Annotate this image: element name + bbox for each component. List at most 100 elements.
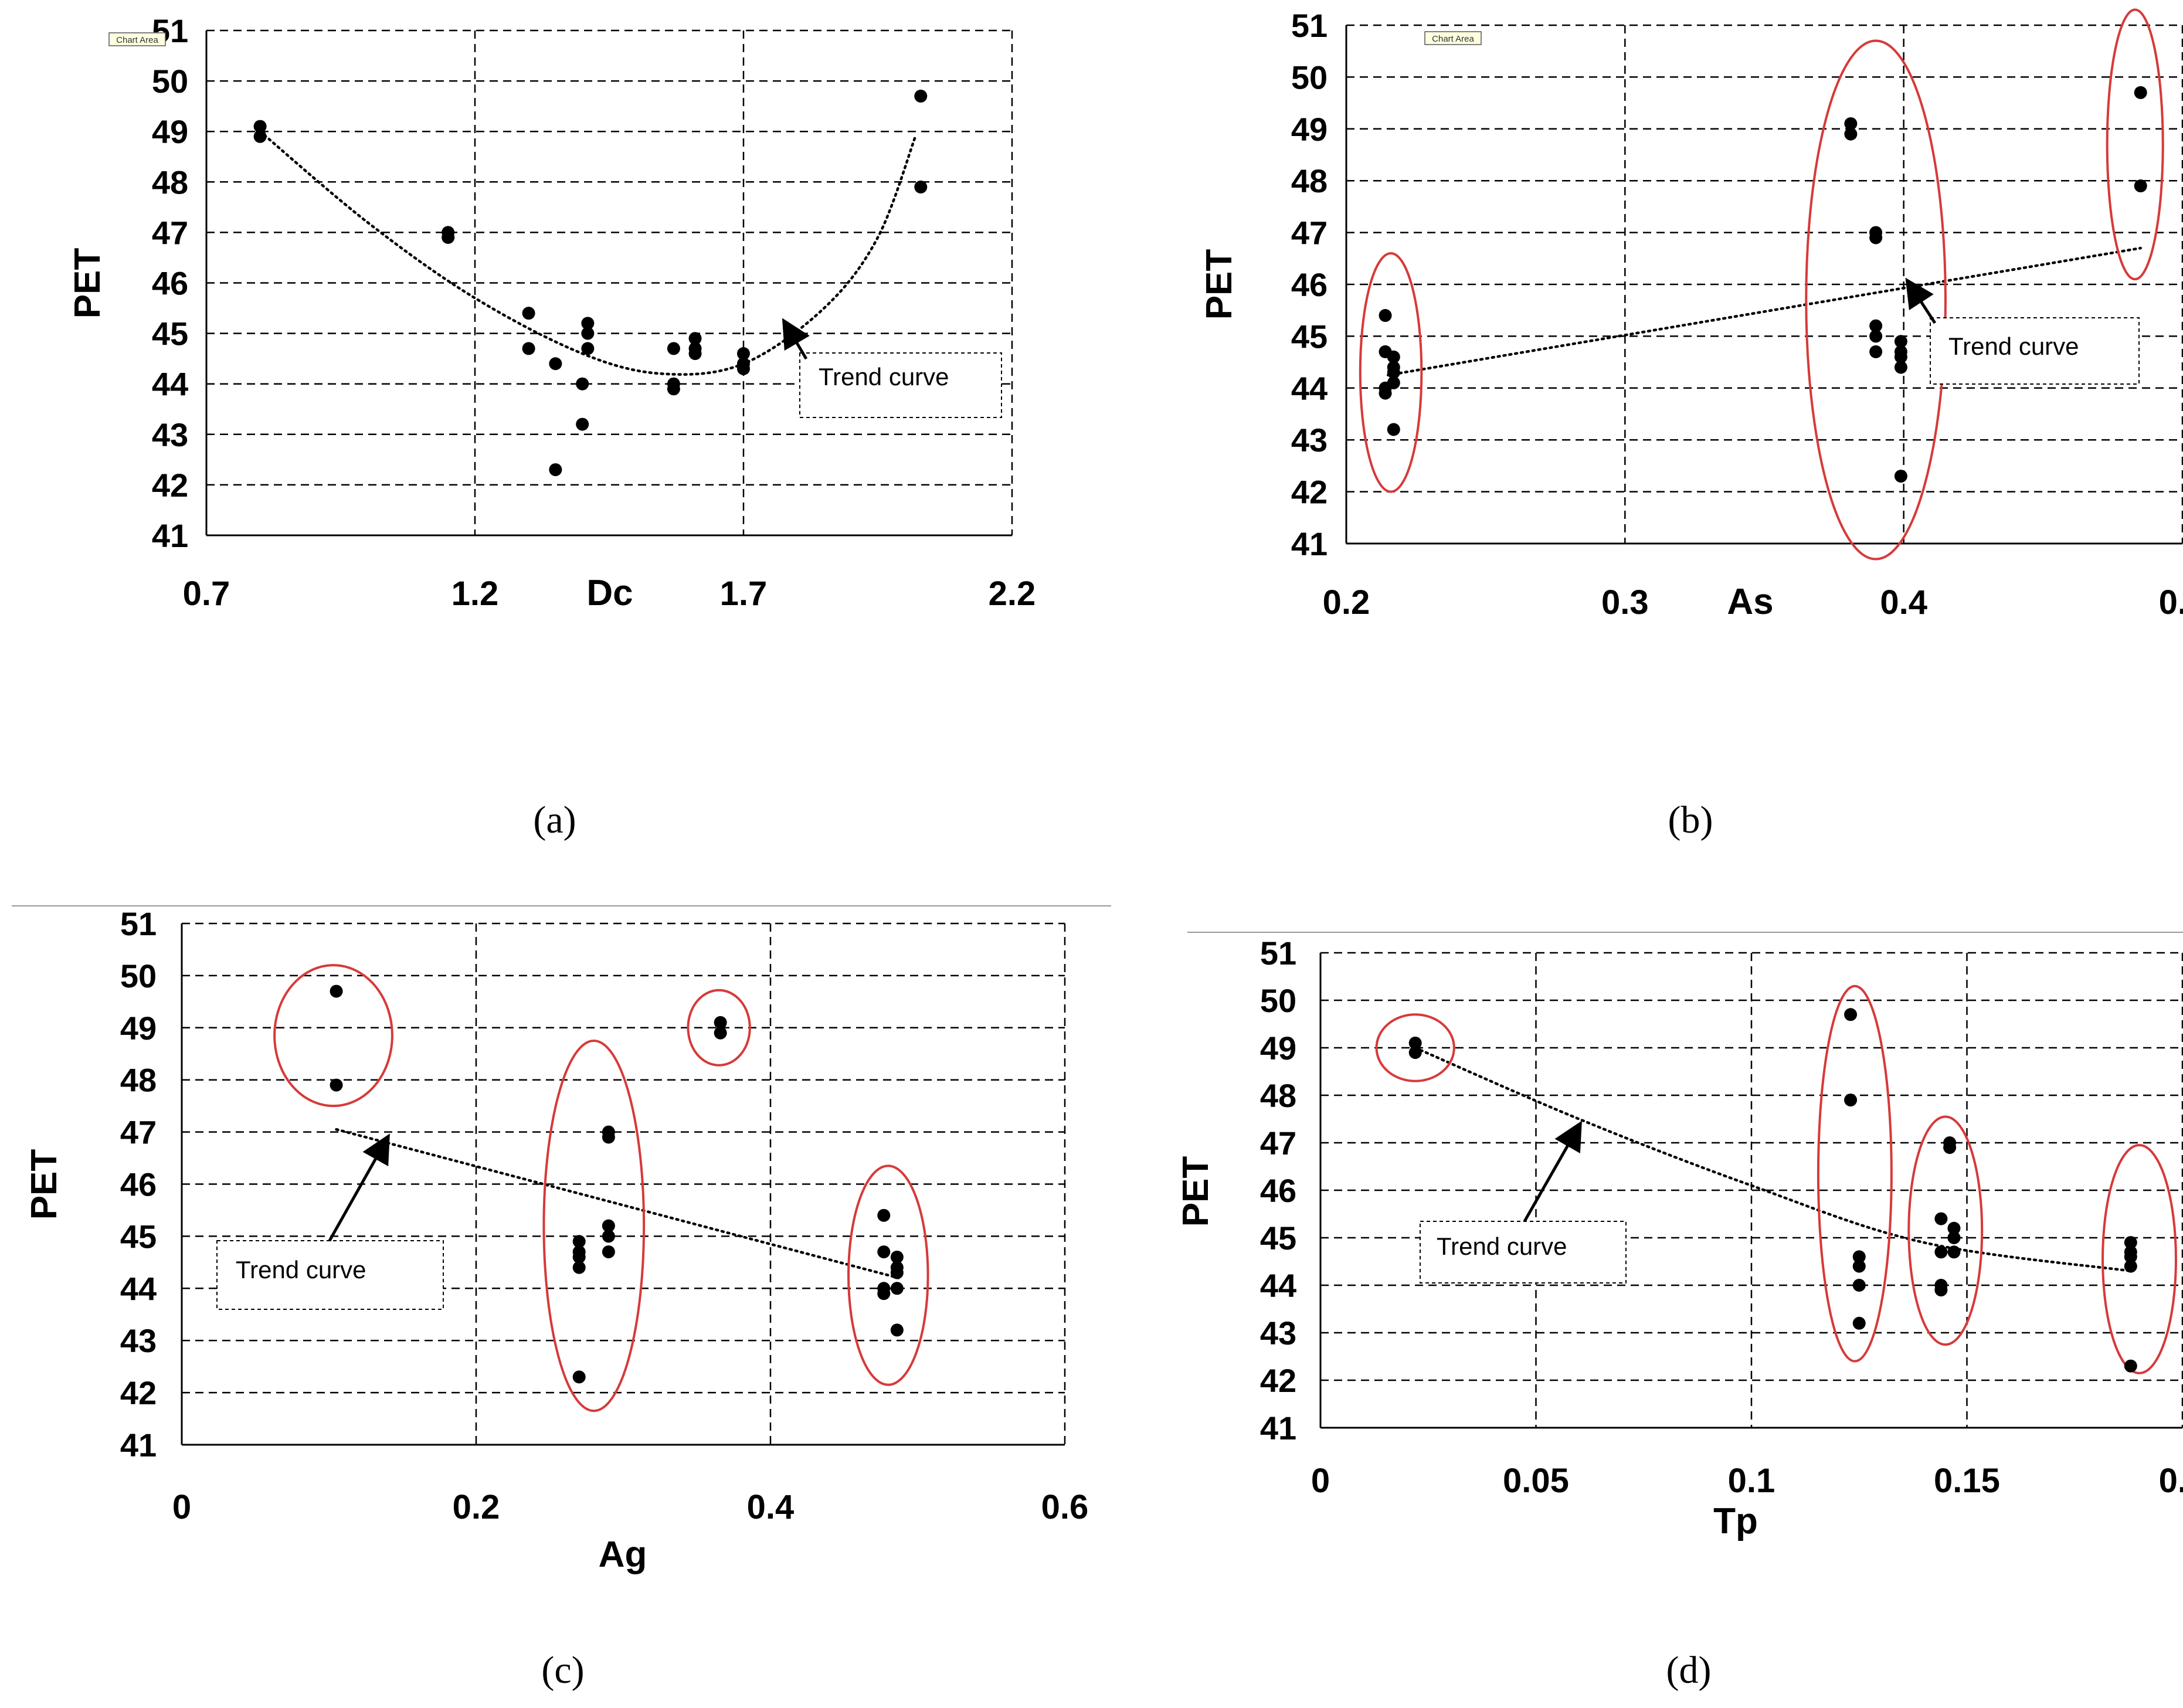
chart-panel-b: 41 42 43 44 45 46 47 48 49 50 51 0.2 0.3 0.4 0.5 As PET (… xyxy=(1199,7,2183,841)
chart-area-tag: Chart Area xyxy=(116,35,158,45)
group-highlight-ellipse xyxy=(1375,1013,1455,1082)
y-tick-label: 51 xyxy=(120,905,157,942)
group-highlight-ellipse xyxy=(2101,1144,2177,1374)
data-point xyxy=(667,382,680,396)
data-point xyxy=(2134,179,2147,193)
y-tick-label: 44 xyxy=(152,366,188,403)
y-tick-label: 49 xyxy=(1260,1030,1296,1067)
data-point xyxy=(1844,127,1858,141)
group-highlight-ellipse xyxy=(1805,39,1947,561)
y-tick-label: 44 xyxy=(120,1270,157,1307)
y-tick-label: 42 xyxy=(152,467,188,504)
x-tick-label: 0.15 xyxy=(1934,1462,2000,1500)
x-tick-label: 0 xyxy=(172,1488,191,1526)
y-tick-label: 46 xyxy=(152,265,188,302)
y-tick-label: 43 xyxy=(152,416,188,453)
x-axis-label: As xyxy=(1727,582,1773,622)
group-highlight-ellipse xyxy=(687,989,751,1067)
y-tick-label: 42 xyxy=(120,1374,157,1411)
data-point xyxy=(1894,470,1907,483)
y-tick-label: 41 xyxy=(152,517,188,554)
data-point xyxy=(714,1026,727,1040)
data-point xyxy=(1408,1036,1422,1050)
data-point xyxy=(572,1261,586,1274)
data-point xyxy=(1934,1245,1948,1259)
group-highlight-ellipse xyxy=(847,1164,929,1386)
y-tick-label: 46 xyxy=(1260,1172,1296,1209)
y-tick-label: 49 xyxy=(1291,111,1328,148)
data-point xyxy=(877,1245,891,1259)
y-axis-label: PET xyxy=(67,248,108,319)
group-highlight-ellipse xyxy=(273,964,393,1108)
data-point xyxy=(1387,423,1400,436)
group-highlight-ellipse xyxy=(542,1040,646,1412)
group-highlight-ellipse xyxy=(1817,984,1893,1363)
y-axis-label: PET xyxy=(1199,249,1240,320)
data-point xyxy=(1852,1250,1866,1264)
trend-label: Trend curve xyxy=(1437,1232,1567,1260)
y-tick-label: 41 xyxy=(1291,525,1328,562)
trend-label: Trend curve xyxy=(819,363,949,391)
data-point xyxy=(549,357,562,371)
chart-area-tag: Chart Area xyxy=(1432,34,1474,44)
y-tick-label: 47 xyxy=(152,214,188,251)
y-tick-label: 46 xyxy=(1291,266,1328,303)
x-tick-label: 1.2 xyxy=(451,575,499,613)
trend-arrow xyxy=(328,1133,390,1242)
y-tick-label: 45 xyxy=(152,315,188,352)
x-tick-label: 0.3 xyxy=(1601,583,1649,622)
x-axis-label: Dc xyxy=(586,573,633,613)
x-tick-label: 2.2 xyxy=(989,575,1036,613)
y-tick-label: 41 xyxy=(120,1427,157,1463)
y-tick-label: 48 xyxy=(1291,162,1328,199)
data-point xyxy=(1852,1259,1866,1273)
data-point xyxy=(330,1078,343,1092)
data-point xyxy=(602,1219,615,1232)
data-point xyxy=(572,1235,586,1248)
data-point xyxy=(1387,350,1400,364)
data-point xyxy=(2124,1259,2137,1273)
y-tick-label: 43 xyxy=(1260,1315,1296,1352)
panel-label: (d) xyxy=(1666,1649,1712,1692)
chart-panel-c: 41 42 43 44 45 46 47 48 49 50 51 0 0.2 0.4 0.6 Ag PET (c)… xyxy=(24,905,1088,1692)
data-point xyxy=(890,1323,904,1337)
trend-label-box xyxy=(1930,317,2140,385)
y-tick-label: 50 xyxy=(152,63,188,100)
data-point xyxy=(737,362,750,375)
y-tick-label: 48 xyxy=(1260,1077,1296,1114)
data-point xyxy=(1379,309,1392,322)
data-point xyxy=(2124,1250,2137,1264)
data-point xyxy=(1947,1245,1961,1259)
data-point xyxy=(737,347,750,361)
data-point xyxy=(253,120,267,133)
y-tick-label: 44 xyxy=(1291,370,1328,407)
data-point xyxy=(714,1016,727,1029)
data-point xyxy=(1869,319,1883,332)
y-tick-label: 45 xyxy=(1291,318,1328,355)
trend-arrow xyxy=(782,318,810,360)
y-tick-label: 51 xyxy=(1291,7,1328,44)
data-point xyxy=(1852,1316,1866,1330)
x-tick-label: 0.7 xyxy=(183,575,230,613)
data-point xyxy=(572,1370,586,1384)
group-highlight-ellipse xyxy=(1359,252,1423,493)
data-point xyxy=(667,342,680,355)
x-tick-label: 0 xyxy=(1311,1462,1330,1500)
y-axis-label: PET xyxy=(1176,1156,1216,1227)
x-tick-label: 0.05 xyxy=(1503,1462,1569,1500)
data-point xyxy=(1934,1283,1948,1297)
trend-curve xyxy=(1387,246,2142,376)
trend-label-box xyxy=(1420,1221,1627,1283)
data-point xyxy=(1379,386,1392,400)
y-tick-label: 41 xyxy=(1260,1410,1296,1446)
data-point xyxy=(1387,366,1400,379)
y-tick-label: 47 xyxy=(1260,1125,1296,1162)
panel-label: (c) xyxy=(541,1649,584,1692)
panel-label: (b) xyxy=(1668,799,1713,841)
y-tick-label: 50 xyxy=(120,957,157,994)
data-point xyxy=(1894,350,1907,364)
trend-label: Trend curve xyxy=(236,1256,366,1283)
data-point xyxy=(549,463,562,477)
data-point xyxy=(688,347,702,361)
data-point xyxy=(877,1208,891,1222)
